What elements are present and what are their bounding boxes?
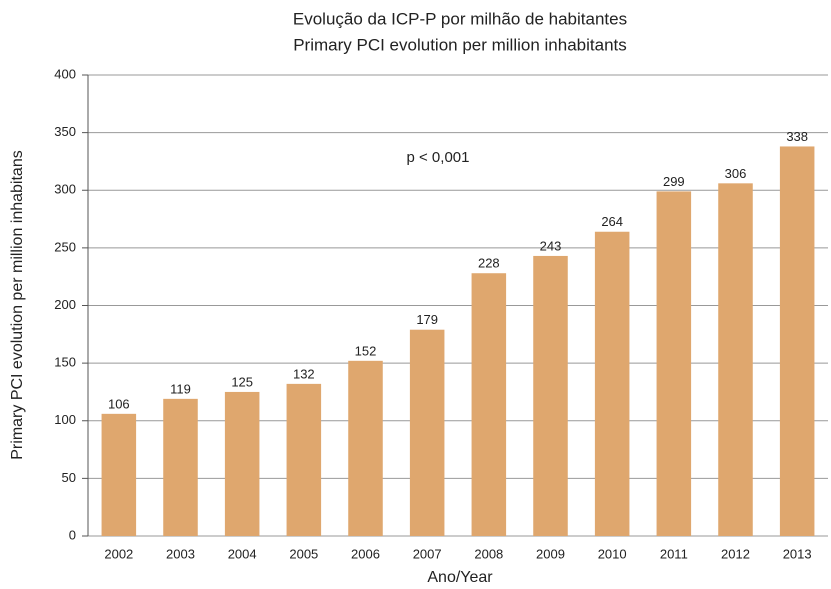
- x-tick-label: 2007: [413, 546, 442, 561]
- bar: [656, 191, 692, 536]
- data-label: 299: [663, 174, 685, 189]
- y-tick-label: 400: [54, 66, 76, 81]
- data-label: 119: [170, 381, 191, 396]
- x-tick-label: 2006: [351, 546, 380, 561]
- x-tick-label: 2003: [166, 546, 195, 561]
- y-axis-label: Primary PCI evolution per million inhabi…: [9, 150, 26, 459]
- data-label: 106: [108, 396, 130, 411]
- data-label: 125: [231, 374, 253, 389]
- bar: [348, 360, 383, 536]
- chart-subtitle: Primary PCI evolution per million inhabi…: [293, 35, 627, 54]
- bar: [224, 391, 260, 536]
- x-tick-label: 2011: [660, 546, 688, 561]
- data-label: 179: [416, 312, 438, 327]
- data-label: 338: [786, 129, 808, 144]
- x-tick-label: 2009: [536, 546, 565, 561]
- y-tick-label: 0: [69, 527, 76, 542]
- bar: [163, 398, 198, 536]
- x-tick-label: 2005: [289, 546, 318, 561]
- data-label: 243: [540, 238, 562, 253]
- data-label: 306: [725, 166, 747, 181]
- bar: [779, 146, 815, 536]
- x-tick-label: 2002: [104, 546, 133, 561]
- bar: [286, 383, 322, 536]
- data-label: 264: [601, 214, 623, 229]
- bar: [471, 273, 507, 536]
- x-axis-label: Ano/Year: [427, 569, 493, 586]
- bar: [101, 413, 137, 536]
- data-label: 228: [478, 256, 500, 271]
- data-label: 132: [293, 366, 315, 381]
- annotation: p < 0,001: [407, 149, 470, 166]
- y-tick-label: 250: [54, 239, 76, 254]
- y-tick-label: 100: [54, 412, 76, 427]
- y-tick-label: 300: [54, 182, 76, 197]
- y-tick-label: 350: [54, 124, 76, 139]
- x-tick-label: 2013: [783, 546, 812, 561]
- y-tick-label: 200: [54, 297, 76, 312]
- x-tick-label: 2012: [721, 546, 750, 561]
- bar: [718, 183, 753, 536]
- data-label: 152: [355, 343, 377, 358]
- bar: [533, 255, 568, 536]
- y-tick-label: 150: [54, 355, 76, 370]
- x-tick-label: 2008: [474, 546, 503, 561]
- bar: [594, 231, 630, 537]
- x-tick-label: 2010: [598, 546, 627, 561]
- y-tick-label: 50: [62, 470, 76, 485]
- x-tick-label: 2004: [228, 546, 257, 561]
- bar: [409, 329, 445, 536]
- chart-title: Evolução da ICP-P por milhão de habitant…: [293, 9, 627, 28]
